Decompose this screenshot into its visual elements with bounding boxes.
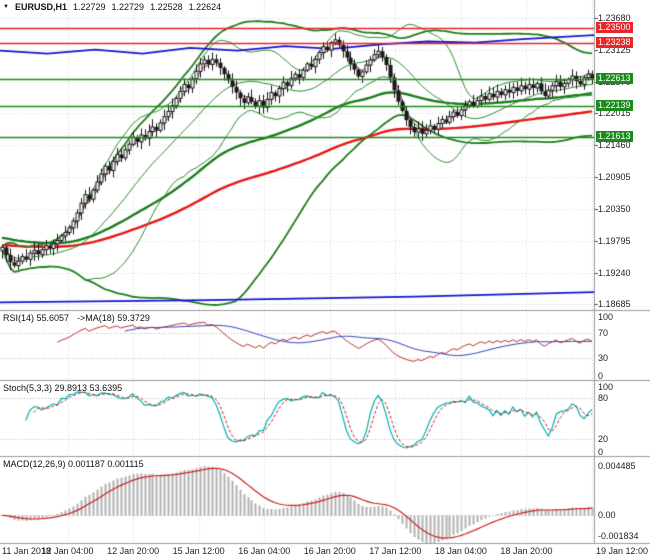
stochastic-axis-tick: 80 bbox=[598, 393, 609, 404]
rsi-axis-tick: 100 bbox=[598, 312, 614, 322]
macd-axis-tick: 0.004485 bbox=[598, 461, 636, 472]
price-level-label: 1.23500 bbox=[596, 22, 633, 34]
price-axis-tick: 1.18685 bbox=[598, 299, 631, 310]
time-axis-label: 18 Jan 04:00 bbox=[434, 546, 487, 556]
rsi-value-label: RSI(14) 55.6057 bbox=[3, 313, 70, 323]
price-axis-tick: 1.19240 bbox=[598, 267, 631, 278]
time-axis-label: 16 Jan 04:00 bbox=[238, 546, 291, 556]
symbol-timeframe-label: EURUSD,H1 bbox=[14, 2, 67, 12]
rsi-ma-value-label: ->MA(18) 59.3729 bbox=[77, 313, 150, 323]
time-axis-label: 16 Jan 20:00 bbox=[303, 546, 356, 556]
chart-header: ▼ EURUSD,H1 1.22729 1.22729 1.22528 1.22… bbox=[3, 2, 221, 12]
time-axis-label: 15 Jan 12:00 bbox=[172, 546, 225, 556]
price-level-label: 1.21613 bbox=[596, 130, 633, 142]
stochastic-axis-tick: 100 bbox=[598, 382, 614, 392]
price-level-label: 1.23238 bbox=[596, 37, 633, 49]
stochastic-axis-tick: 20 bbox=[598, 433, 609, 444]
time-axis-label: 19 Jan 12:00 bbox=[595, 546, 648, 556]
price-axis-tick: 1.23125 bbox=[598, 44, 631, 55]
quote-open: 1.22729 bbox=[72, 2, 106, 12]
price-axis-tick: 1.22015 bbox=[598, 108, 631, 119]
stochastic-axis-tick: 0 bbox=[598, 447, 604, 457]
quote-close: 1.22624 bbox=[188, 2, 222, 12]
stochastic-indicator-label: Stoch(5,3,3) 29.8913 53.6395 bbox=[3, 383, 122, 393]
stochastic-value-label: Stoch(5,3,3) 29.8913 53.6395 bbox=[3, 383, 123, 393]
price-level-label: 1.22139 bbox=[596, 100, 633, 112]
price-axis-tick: 1.19795 bbox=[598, 235, 631, 246]
time-axis-label: 17 Jan 12:00 bbox=[369, 546, 422, 556]
macd-value-label: MACD(12,26,9) 0.001187 0.001115 bbox=[3, 459, 144, 469]
time-axis-label: 18 Jan 20:00 bbox=[500, 546, 553, 556]
price-axis-tick: 1.21460 bbox=[598, 140, 631, 151]
time-axis-label: 12 Jan 04:00 bbox=[41, 546, 94, 556]
quote-high: 1.22729 bbox=[111, 2, 145, 12]
time-axis-label: 11 Jan 2018 bbox=[2, 546, 51, 556]
macd-axis-tick: 0.00 bbox=[598, 510, 616, 521]
macd-axis-tick: -0.001834 bbox=[598, 530, 639, 541]
price-axis-tick: 1.20905 bbox=[598, 172, 631, 183]
rsi-indicator-label: RSI(14) 55.6057 ->MA(18) 59.3729 bbox=[3, 313, 150, 323]
rsi-axis-tick: 70 bbox=[598, 328, 609, 339]
rsi-axis-tick: 30 bbox=[598, 352, 609, 363]
time-axis-label: 12 Jan 20:00 bbox=[107, 546, 160, 556]
price-axis-tick: 1.20350 bbox=[598, 203, 631, 214]
price-axis-tick: 1.23680 bbox=[598, 13, 631, 23]
macd-indicator-label: MACD(12,26,9) 0.001187 0.001115 bbox=[3, 459, 144, 469]
rsi-axis-tick: 0 bbox=[598, 371, 604, 381]
price-level-label: 1.22613 bbox=[596, 73, 633, 85]
quote-low: 1.22528 bbox=[150, 2, 183, 12]
symbol-collapse-icon[interactable]: ▼ bbox=[3, 4, 9, 10]
